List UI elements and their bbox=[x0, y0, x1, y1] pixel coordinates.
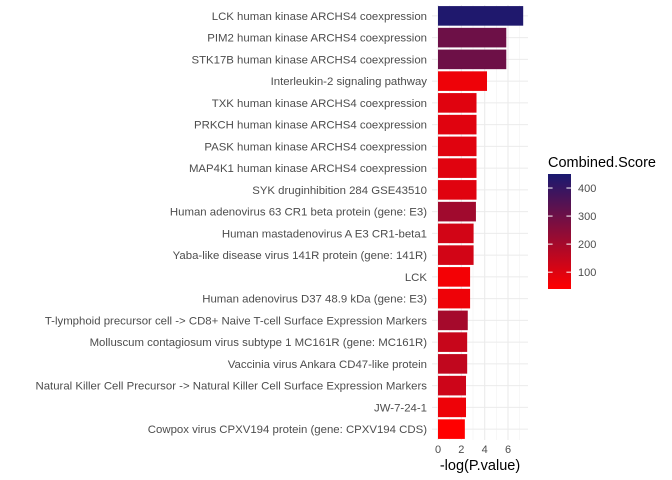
legend-tick-label: 400 bbox=[578, 183, 596, 195]
bar bbox=[438, 310, 468, 331]
x-tick-label: 0 bbox=[435, 444, 441, 456]
category-label: Natural Killer Cell Precursor -> Natural… bbox=[35, 381, 427, 393]
bar bbox=[438, 419, 465, 439]
category-label: Vaccinia virus Ankara CD47-like protein bbox=[228, 359, 427, 371]
x-axis-ticks: 0 2 4 6 bbox=[435, 444, 511, 456]
category-label: Human adenovirus D37 48.9 kDa (gene: E3) bbox=[202, 294, 427, 306]
category-label: LCK bbox=[405, 272, 428, 284]
bar bbox=[438, 114, 477, 135]
legend: Combined.Score 100 200 300 400 bbox=[548, 155, 656, 289]
bar bbox=[438, 93, 477, 113]
bar bbox=[438, 397, 467, 418]
category-label: Cowpox virus CPXV194 protein (gene: CPXV… bbox=[148, 424, 427, 436]
x-axis-title: -log(P.value) bbox=[440, 458, 520, 474]
bar bbox=[438, 288, 471, 309]
bar bbox=[438, 49, 507, 70]
plot-panel bbox=[432, 5, 528, 440]
category-label: PASK human kinase ARCHS4 coexpression bbox=[204, 141, 427, 153]
category-labels: LCK human kinase ARCHS4 coexpression PIM2… bbox=[35, 11, 427, 436]
bar bbox=[438, 375, 467, 396]
legend-colorbar bbox=[548, 174, 571, 289]
category-label: JW-7-24-1 bbox=[374, 402, 427, 414]
category-label: SYK druginhibition 284 GSE43510 bbox=[252, 185, 427, 197]
legend-ticks: 100 200 300 400 bbox=[548, 183, 596, 279]
legend-tick-label: 200 bbox=[578, 239, 596, 251]
x-tick-label: 4 bbox=[482, 444, 488, 456]
bar bbox=[438, 354, 468, 374]
bar bbox=[438, 245, 474, 265]
bar bbox=[438, 332, 468, 352]
legend-tick-label: 300 bbox=[578, 211, 596, 223]
x-tick-label: 2 bbox=[458, 444, 464, 456]
category-label: Yaba-like disease virus 141R protein (ge… bbox=[173, 250, 428, 262]
category-label: PRKCH human kinase ARCHS4 coexpression bbox=[194, 120, 427, 132]
category-label: Interleukin-2 signaling pathway bbox=[271, 76, 428, 88]
bar bbox=[438, 201, 476, 222]
legend-tick-label: 100 bbox=[578, 267, 596, 279]
category-label: T-lymphoid precursor cell -> CD8+ Naive … bbox=[45, 315, 427, 327]
bar bbox=[438, 71, 488, 91]
x-tick-label: 6 bbox=[505, 444, 511, 456]
category-label: STK17B human kinase ARCHS4 coexpression bbox=[191, 54, 427, 66]
category-label: PIM2 human kinase ARCHS4 coexpression bbox=[207, 33, 427, 45]
bar bbox=[438, 180, 477, 200]
bar bbox=[438, 267, 471, 287]
category-label: TXK human kinase ARCHS4 coexpression bbox=[212, 98, 427, 110]
legend-title: Combined.Score bbox=[548, 155, 656, 171]
bar bbox=[438, 223, 474, 244]
category-label: Human adenovirus 63 CR1 beta protein (ge… bbox=[170, 207, 427, 219]
bar bbox=[438, 158, 477, 178]
bar bbox=[438, 27, 507, 48]
category-label: LCK human kinase ARCHS4 coexpression bbox=[212, 11, 427, 23]
bar bbox=[438, 136, 477, 157]
category-label: MAP4K1 human kinase ARCHS4 coexpression bbox=[189, 163, 427, 175]
bar bbox=[438, 6, 524, 26]
category-label: Molluscum contagiosum virus subtype 1 MC… bbox=[90, 337, 428, 349]
bars bbox=[438, 6, 524, 439]
category-label: Human mastadenovirus A E3 CR1-beta1 bbox=[222, 228, 427, 240]
